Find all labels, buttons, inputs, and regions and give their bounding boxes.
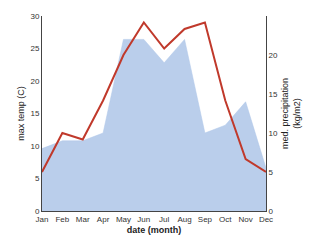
svg-text:10: 10 [269, 129, 278, 138]
svg-text:med. precipitation(kg/m2): med. precipitation(kg/m2) [280, 78, 302, 149]
svg-text:30: 30 [30, 12, 39, 21]
svg-text:Dec: Dec [259, 215, 273, 224]
svg-text:Jul: Jul [159, 215, 169, 224]
svg-text:20: 20 [269, 51, 278, 60]
svg-text:15: 15 [30, 109, 39, 118]
svg-text:5: 5 [35, 174, 40, 183]
svg-text:20: 20 [30, 77, 39, 86]
svg-text:10: 10 [30, 142, 39, 151]
svg-text:Oct: Oct [219, 215, 232, 224]
svg-text:date (month): date (month) [127, 225, 182, 235]
svg-text:25: 25 [30, 44, 39, 53]
svg-text:Feb: Feb [55, 215, 69, 224]
svg-text:Jan: Jan [36, 215, 49, 224]
svg-text:15: 15 [269, 90, 278, 99]
svg-text:max temp (C): max temp (C) [16, 86, 26, 141]
svg-text:Apr: Apr [97, 215, 110, 224]
svg-text:Mar: Mar [76, 215, 90, 224]
svg-text:5: 5 [269, 168, 274, 177]
svg-text:Aug: Aug [177, 215, 191, 224]
svg-text:Jun: Jun [137, 215, 150, 224]
svg-text:0: 0 [269, 207, 274, 216]
svg-text:0: 0 [35, 207, 40, 216]
svg-text:May: May [116, 215, 131, 224]
svg-text:Nov: Nov [239, 215, 253, 224]
svg-text:Sep: Sep [198, 215, 213, 224]
